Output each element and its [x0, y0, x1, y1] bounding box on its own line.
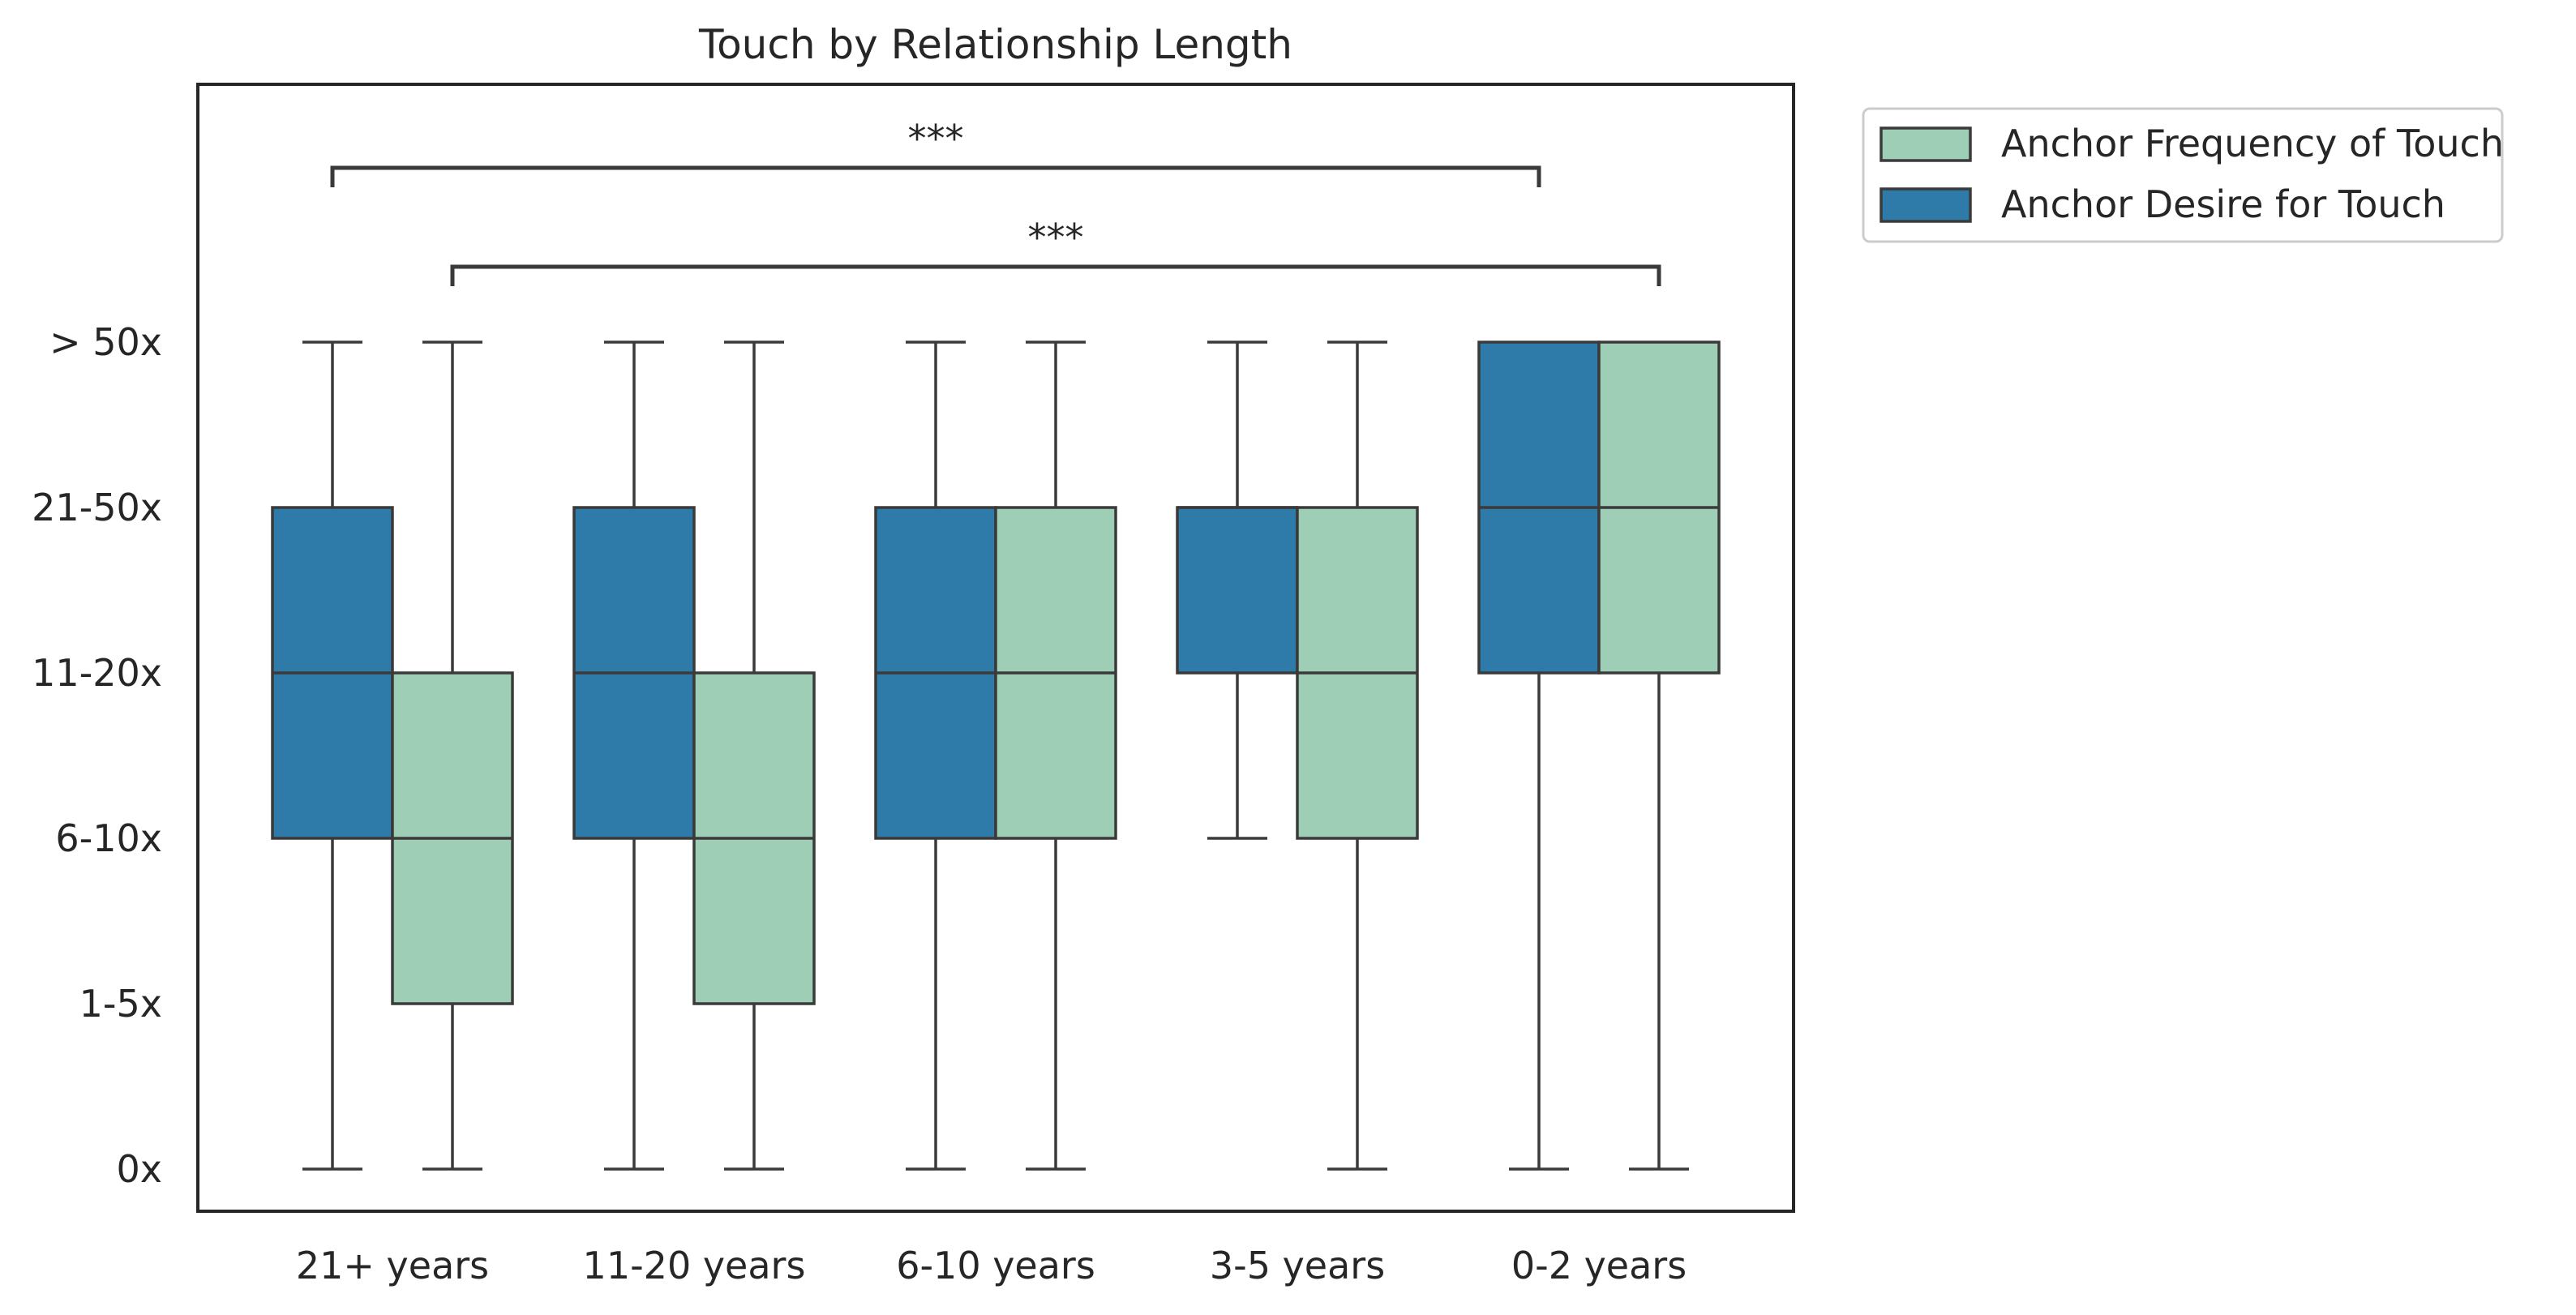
legend-label: Anchor Desire for Touch	[2001, 182, 2445, 226]
significance-label: ***	[1028, 216, 1084, 259]
y-axis-ticks: 0x 1-5x 6-10x 11-20x 21-50x > 50x	[32, 320, 162, 1191]
chart-title: Touch by Relationship Length	[698, 21, 1292, 68]
legend-item: Anchor Desire for Touch	[1879, 182, 2445, 226]
bracket-line	[330, 165, 1541, 187]
significance-label: ***	[908, 117, 964, 161]
box-3-5-years-anchor-frequency-of-touch	[1296, 341, 1419, 1171]
box-6-10-years-anchor-frequency-of-touch	[994, 341, 1117, 1171]
box-11-20-years-anchor-frequency-of-touch	[692, 341, 816, 1171]
box-3-5-years-anchor-desire-for-touch	[1176, 341, 1299, 840]
x-tick-label: 0-2 years	[1511, 1244, 1687, 1287]
legend: Anchor Frequency of Touch Anchor Desire f…	[1862, 107, 2504, 243]
y-tick-label: > 50x	[49, 320, 162, 364]
significance-bracket: ***	[330, 117, 1541, 187]
legend-frame	[1862, 107, 2504, 243]
box-21-years-anchor-frequency-of-touch	[391, 341, 514, 1171]
box-plots	[271, 341, 1721, 1171]
box-21-years-anchor-desire-for-touch	[271, 341, 394, 1171]
y-tick-label: 11-20x	[32, 651, 162, 695]
box-0-2-years-anchor-frequency-of-touch	[1597, 341, 1721, 1171]
legend-item: Anchor Frequency of Touch	[1879, 122, 2504, 165]
y-tick-label: 6-10x	[55, 816, 162, 860]
significance-bracket: ***	[450, 216, 1661, 286]
legend-label: Anchor Frequency of Touch	[2001, 122, 2504, 165]
x-tick-label: 11-20 years	[583, 1244, 806, 1287]
x-tick-label: 21+ years	[296, 1244, 489, 1287]
significance-brackets: *** ***	[330, 117, 1661, 286]
box-11-20-years-anchor-desire-for-touch	[572, 341, 696, 1171]
legend-swatch	[1879, 126, 1972, 162]
box-body	[1176, 506, 1299, 675]
y-tick-label: 21-50x	[32, 486, 162, 529]
bracket-line	[450, 264, 1661, 286]
y-tick-label: 1-5x	[79, 982, 162, 1026]
x-tick-label: 3-5 years	[1210, 1244, 1385, 1287]
y-tick-label: 0x	[117, 1147, 163, 1191]
plot-frame	[196, 83, 1795, 1213]
legend-swatch	[1879, 187, 1972, 223]
x-axis-ticks: 21+ years 11-20 years 6-10 years 3-5 years 0…	[296, 1244, 1687, 1287]
x-tick-label: 6-10 years	[896, 1244, 1095, 1287]
box-6-10-years-anchor-desire-for-touch	[874, 341, 997, 1171]
box-0-2-years-anchor-desire-for-touch	[1477, 341, 1601, 1171]
